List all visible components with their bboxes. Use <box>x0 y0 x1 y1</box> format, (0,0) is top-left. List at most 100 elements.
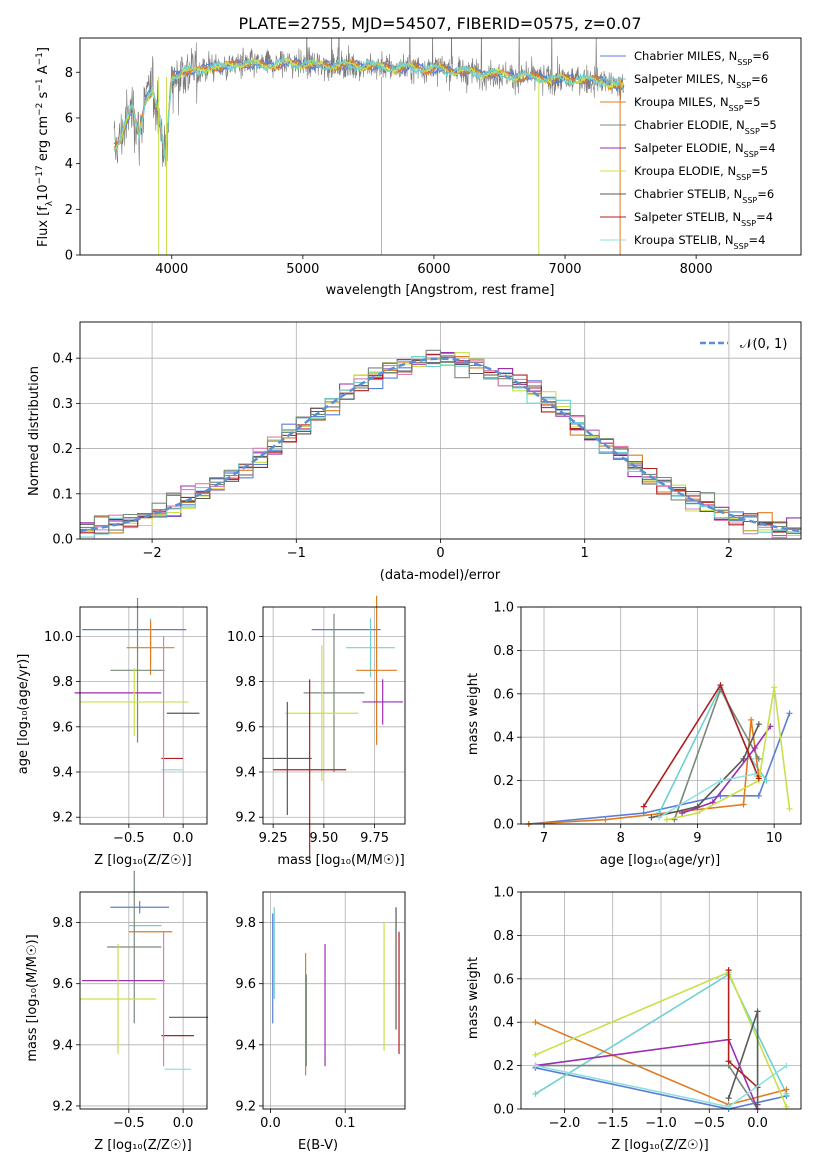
axes-frame <box>520 606 802 825</box>
mass-weight-marker <box>754 1008 761 1015</box>
x-tick-label: −0.5 <box>113 1116 145 1131</box>
mass-weight-marker <box>755 792 762 799</box>
mass-weight-marker <box>754 1101 761 1108</box>
x-tick-label: 9.50 <box>309 831 338 846</box>
clipped-layer <box>80 349 801 539</box>
x-tick-label: −2 <box>143 546 162 561</box>
mass-vs-Z-panel: −0.5 0.0 9.2 9.4 9.6 9.8 <box>52 870 209 1131</box>
histogram-legend: 𝒩(0, 1) <box>700 337 787 352</box>
y-tick-label: 8 <box>65 66 73 81</box>
y-tick-label: 9.4 <box>52 1038 73 1053</box>
mass-weight-marker <box>755 775 762 782</box>
mass-weight-vs-age-xlabel: age [log₁₀(age/yr)] <box>600 853 721 868</box>
mass-weight-line <box>727 1011 759 1105</box>
legend-tail: =5 <box>751 164 768 178</box>
y-tick-label: 9.2 <box>235 811 256 826</box>
legend-tail: =4 <box>749 233 766 247</box>
mass-weight-marker <box>532 1051 539 1058</box>
age-vs-Z-panel: −0.5 0.0 9.2 9.4 9.6 9.8 10.0 <box>44 597 208 846</box>
y-tick-label: 0.2 <box>493 774 514 789</box>
histogram-legend-label: 𝒩(0, 1) <box>740 337 787 352</box>
y-tick-label: 0.0 <box>52 533 73 548</box>
legend-tail: =5 <box>744 95 761 109</box>
mass-weight-marker <box>694 810 701 817</box>
mass-weight-marker <box>755 721 762 728</box>
mass-weight-marker <box>679 810 686 817</box>
y-tick-label: 9.8 <box>235 675 256 690</box>
mass-weight-marker <box>532 1090 539 1097</box>
clipped-layer <box>113 38 625 255</box>
ylabel-part: −17 <box>35 165 45 184</box>
y-tick-label: 10.0 <box>227 630 256 645</box>
mass-weight-marker <box>740 755 747 762</box>
legend-name: Chabrier MILES, N <box>634 49 737 63</box>
y-tick-label: 0.0 <box>493 1103 514 1118</box>
histogram-step <box>80 356 801 538</box>
mass-weight-vs-age-ylabel: mass weight <box>466 673 481 755</box>
axes-frame <box>79 321 802 540</box>
y-tick-label: 1.0 <box>493 886 514 901</box>
mass-vs-Z-xlabel: Z [log₁₀(Z/Z☉)] <box>94 1138 191 1153</box>
ylabel-part: λ <box>45 200 55 206</box>
legend-tail: =6 <box>751 72 768 86</box>
x-tick-label: 0.0 <box>173 1116 194 1131</box>
x-tick-label: 0.0 <box>260 1116 281 1131</box>
legend-sub: SSP <box>744 150 759 159</box>
y-tick-label: 9.2 <box>52 811 73 826</box>
ylabel-part: −2 <box>35 103 45 116</box>
x-tick-label: 7 <box>540 831 548 846</box>
legend-name: Kroupa ELODIE, N <box>634 164 736 178</box>
mass-weight-marker <box>725 1058 732 1065</box>
x-tick-label: 0.0 <box>173 831 194 846</box>
legend-name: Chabrier STELIB, N <box>634 187 742 201</box>
ylabel-part: Flux [f <box>36 206 51 247</box>
mass-weight-marker <box>725 967 732 974</box>
mass-weight-marker <box>694 803 701 810</box>
legend-sub: SSP <box>737 58 752 67</box>
legend-sub: SSP <box>734 242 749 251</box>
legend-tail: =5 <box>760 118 777 132</box>
spectrum-plot-area: 4000 5000 6000 7000 8000 0 2 4 6 8 <box>65 37 802 277</box>
y-tick-label: 9.6 <box>235 977 256 992</box>
y-tick-label: 9.2 <box>52 1099 73 1114</box>
spectrum-model-line <box>113 58 625 156</box>
mass-weight-marker <box>656 814 663 821</box>
y-tick-label: 0.4 <box>493 1016 514 1031</box>
mass-weight-marker <box>763 777 770 784</box>
legend-name: Salpeter MILES, N <box>634 72 736 86</box>
x-tick-label: 8000 <box>680 262 713 277</box>
histogram-panel: −2 −1 0 1 2 0.0 0.1 0.2 0.3 0.4 (data-model)/erro… <box>27 321 802 583</box>
axes-frame <box>79 891 208 1110</box>
spectrum-xlabel: wavelength [Angstrom, rest frame] <box>326 283 555 298</box>
ylabel-part: A <box>36 65 51 78</box>
ylabel-part: ] <box>36 47 51 52</box>
x-tick-label: 0.0 <box>747 1116 768 1131</box>
mass-weight-marker <box>755 755 762 762</box>
legend-tail: =6 <box>757 187 774 201</box>
y-tick-label: 0.0 <box>493 818 514 833</box>
legend-sub: SSP <box>741 219 756 228</box>
legend-entry: Kroupa MILES, NSSP=5 <box>634 95 760 113</box>
mass-weight-marker <box>663 816 670 823</box>
mass-weight-marker <box>602 816 609 823</box>
mass-weight-marker <box>748 716 755 723</box>
mass-weight-marker <box>783 1062 790 1069</box>
x-tick-label: 5000 <box>286 262 319 277</box>
x-tick-label: 9.75 <box>360 831 389 846</box>
x-tick-label: −0.5 <box>113 831 145 846</box>
mass-weight-marker <box>532 1062 539 1069</box>
y-tick-label: 9.2 <box>235 1099 256 1114</box>
mass-weight-vs-age-panel: 7 8 9 10 0.0 0.2 0.4 0.6 0.8 1.0 <box>493 601 802 846</box>
histogram-step <box>80 349 801 534</box>
y-tick-label: 9.6 <box>52 720 73 735</box>
mass-weight-vs-Z-xlabel: Z [log₁₀(Z/Z☉)] <box>611 1138 708 1153</box>
spectrum-panel: 4000 5000 6000 7000 8000 0 2 4 6 8 wavelength [An… <box>35 37 802 298</box>
mass-weight-marker <box>751 745 758 752</box>
x-tick-label: 2 <box>725 546 733 561</box>
y-tick-label: 9.6 <box>235 720 256 735</box>
age-vs-mass-panel: 9.25 9.50 9.75 9.2 9.4 9.6 9.8 10.0 <box>227 595 406 861</box>
axes-frame <box>79 37 802 256</box>
legend-entry: Chabrier STELIB, NSSP=6 <box>634 187 774 205</box>
x-tick-label: 1 <box>581 546 589 561</box>
